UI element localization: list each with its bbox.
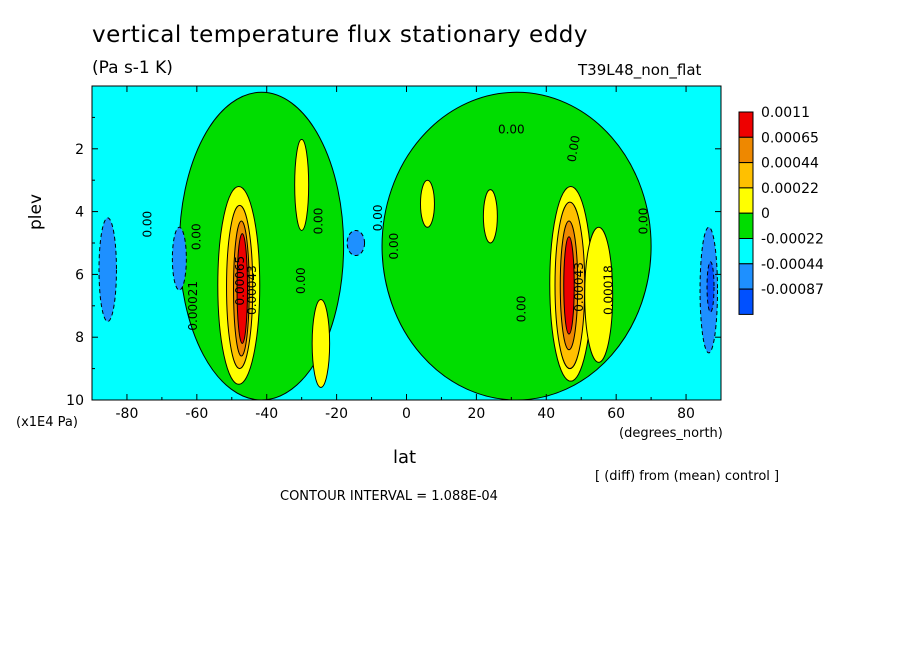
legend-label: 0.00065 <box>761 130 819 146</box>
diff-note: [ (diff) from (mean) control ] <box>595 469 780 484</box>
contour-region-3 <box>226 204 254 370</box>
contour-label-11: 0.00065 <box>233 256 247 306</box>
contour-region-14 <box>482 189 498 244</box>
contour-interval: CONTOUR INTERVAL = 1.088E-04 <box>280 489 498 504</box>
legend-label: -0.00044 <box>761 257 824 273</box>
x-axis-label: lat <box>393 447 417 468</box>
y-tick-label: 2 <box>75 142 84 158</box>
contour-region-0 <box>178 91 345 400</box>
x-tick-label: -60 <box>185 406 208 422</box>
legend-label: 0.00044 <box>761 156 819 172</box>
y-tick-label: 6 <box>75 267 84 283</box>
contour-label-3: 0.00 <box>189 223 203 250</box>
chart-title: vertical temperature flux stationary edd… <box>92 22 589 48</box>
y-tick-label: 10 <box>66 393 84 409</box>
contour-region-6 <box>549 185 593 382</box>
contour-label-9: 0.00 <box>514 296 528 323</box>
contour-label-5: 0.00 <box>312 208 326 235</box>
chart-units-label: (Pa s-1 K) <box>92 58 173 78</box>
contour-region-2 <box>217 185 261 385</box>
contour-region-15 <box>98 217 117 323</box>
legend-label: 0.00022 <box>761 181 819 197</box>
x-tick-label: 80 <box>677 406 695 422</box>
x-tick-label: 20 <box>467 406 485 422</box>
y-axis-units: (x1E4 Pa) <box>16 415 78 430</box>
contour-region-13 <box>419 179 435 228</box>
y-axis-label: plev <box>26 193 46 230</box>
contour-label-12: 0.00043 <box>245 265 259 315</box>
legend-swatch <box>738 288 754 315</box>
contour-label-13: 0.00043 <box>572 262 586 312</box>
legend-swatch <box>738 263 754 290</box>
contour-fill-group: 0.000.000.00 0.000.000210.000.000.000.000… <box>98 91 719 400</box>
x-tick-label: 40 <box>537 406 555 422</box>
x-tick-label: -20 <box>325 406 348 422</box>
contour-region-1 <box>381 91 652 400</box>
run-label: T39L48_non_flat <box>578 61 702 79</box>
legend-swatch <box>738 187 754 214</box>
contour-region-11 <box>294 138 310 231</box>
contour-region-10 <box>584 226 614 363</box>
contour-label-2: 0.00 <box>140 211 154 238</box>
contour-region-17 <box>346 229 366 257</box>
contour-label-0: 0.00 <box>498 122 525 136</box>
legend-label: -0.00087 <box>761 282 824 298</box>
x-tick-label: -40 <box>255 406 278 422</box>
x-tick-label: 60 <box>607 406 625 422</box>
legend-label: 0 <box>761 206 770 222</box>
contour-region-4 <box>233 220 250 357</box>
legend-swatch <box>738 111 754 138</box>
contour-label-4: 0.00021 <box>186 281 200 331</box>
x-axis-units: (degrees_north) <box>619 426 723 441</box>
legend-swatch <box>738 238 754 265</box>
contour-label-14: 0.00018 <box>602 265 616 315</box>
x-tick-label: 0 <box>402 406 411 422</box>
contour-label-1: 0.00 <box>565 134 583 163</box>
contour-label-10: 0.00 <box>637 208 651 235</box>
legend-label: -0.00022 <box>761 232 824 248</box>
contour-region-12 <box>311 299 331 388</box>
contour-label-7: 0.00 <box>371 205 385 232</box>
legend-swatch <box>738 136 754 164</box>
contour-region-5 <box>236 233 249 344</box>
y-tick-label: 4 <box>75 205 84 221</box>
legend-swatch <box>738 162 754 189</box>
contour-region-18 <box>699 226 719 354</box>
contour-region-7 <box>554 201 586 370</box>
contour-region-16 <box>171 226 187 291</box>
legend-label: 0.0011 <box>761 105 810 121</box>
contour-region-8 <box>559 220 579 351</box>
legend-swatch <box>738 212 754 239</box>
contour-region-19 <box>706 261 715 313</box>
y-tick-label: 8 <box>75 330 84 346</box>
contour-label-8: 0.00 <box>387 233 401 260</box>
plot-frame <box>91 85 722 401</box>
contour-label-6: 0.00 <box>294 267 308 294</box>
contour-region-9 <box>563 236 575 335</box>
plot-background <box>92 86 721 400</box>
x-tick-label: -80 <box>116 406 139 422</box>
